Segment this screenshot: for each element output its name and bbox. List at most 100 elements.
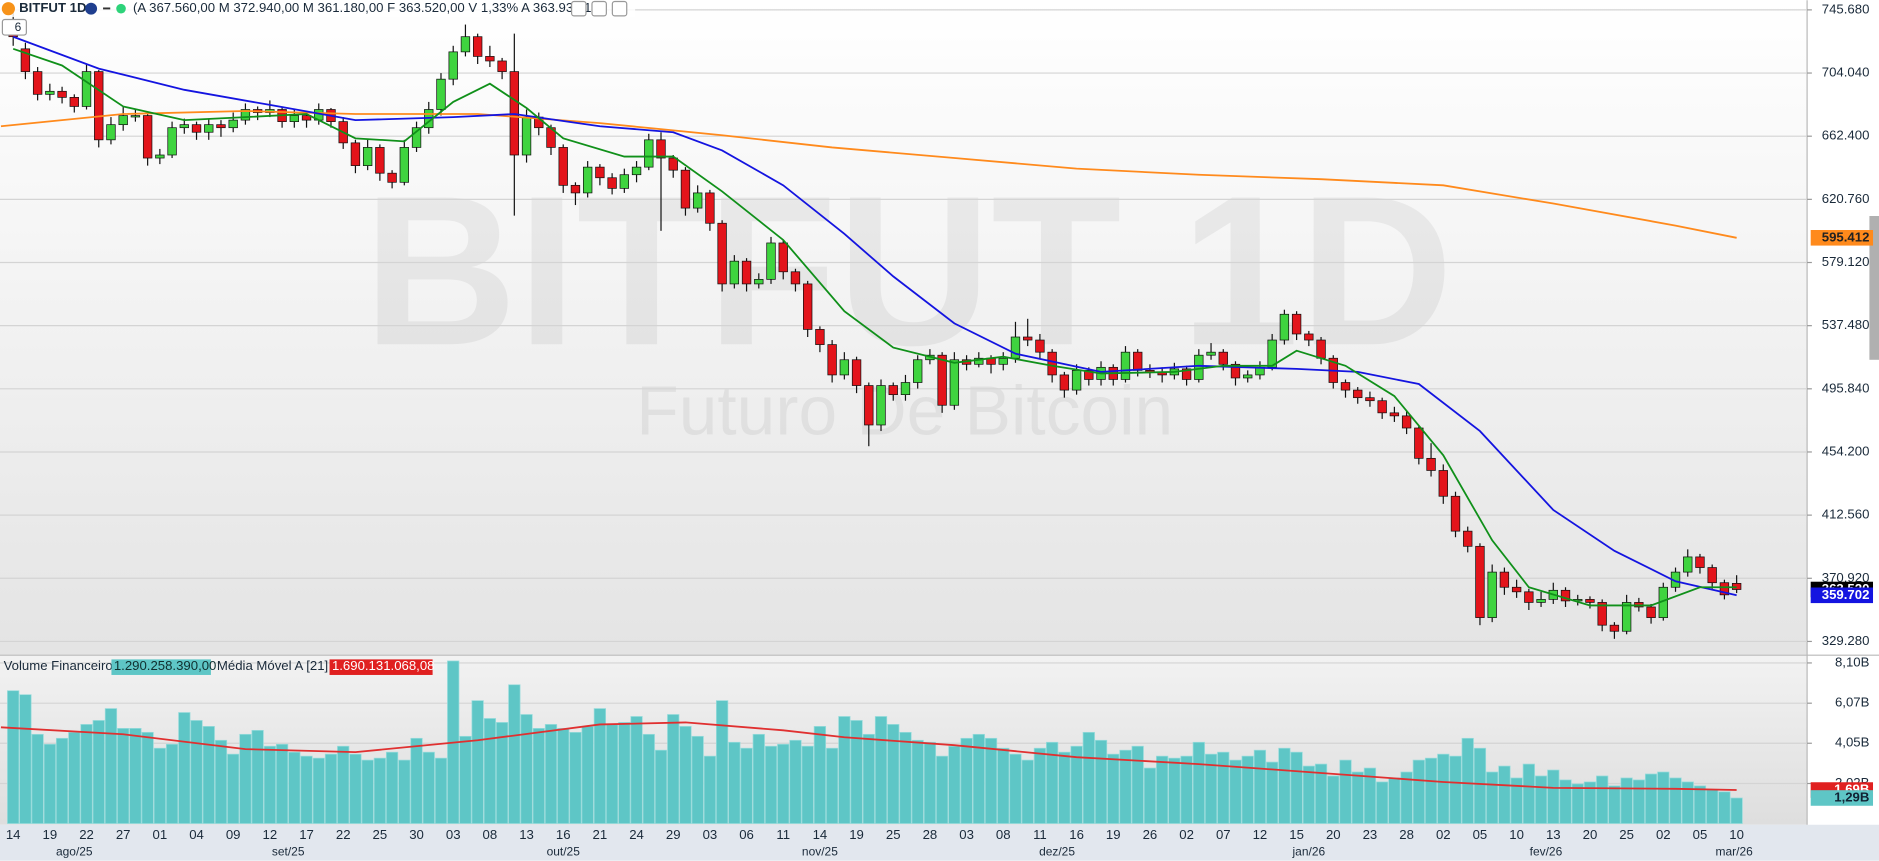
x-tick-label: 06 [739,827,754,842]
candle-body [619,174,630,189]
volume-bar [1534,775,1548,824]
volume-bar [263,745,276,824]
volume-bar [1070,745,1083,824]
volume-bar [1302,765,1315,824]
month-label: fev/26 [1530,844,1563,858]
volume-bar [716,700,729,824]
month-label: dez/25 [1039,844,1075,858]
volume-bar [813,726,827,824]
volume-bar [948,745,961,824]
volume-bar [1119,749,1132,824]
x-tick-label: 20 [1326,827,1341,842]
x-tick-label: 08 [996,827,1011,842]
y-tick-label: 579.120 [1822,254,1870,269]
price-pane [0,0,1808,655]
volume-bar [361,759,374,824]
volume-bar [1522,763,1535,824]
x-tick-label: 27 [116,827,131,842]
volume-bar [141,731,154,824]
volume-bar [1094,739,1108,824]
volume-bar [434,757,448,824]
candle-body [1560,589,1571,602]
candle-body [1426,457,1436,471]
volume-bar [1278,747,1291,824]
candle-body [1585,599,1595,603]
volume-bar [227,753,240,824]
candle-body [191,124,202,133]
x-tick-label: 28 [1399,827,1414,842]
x-tick-label: 15 [1289,827,1304,842]
candle-body [595,166,605,179]
candle-body [497,60,507,72]
x-tick-label: 14 [813,827,828,842]
candle-body [216,124,226,129]
candle-body [45,90,55,95]
candle-body [362,147,373,166]
volume-bar [1046,741,1059,824]
candle-body [1646,606,1656,618]
volume-bar [19,694,32,824]
y-tick-label: 329.280 [1822,633,1870,648]
candle-body [717,222,727,285]
volume-bar [1412,759,1425,824]
x-tick-label: 10 [1729,827,1744,842]
volume-bar [606,724,619,824]
candle-body [240,109,251,121]
status-dot [116,3,126,14]
candle-body [130,115,141,118]
y-axis-area [1807,0,1879,825]
volume-bar [7,690,20,824]
candle-body [1194,354,1204,380]
scrollbar[interactable] [1869,215,1879,360]
volume-bar [1547,769,1560,824]
candle-body [888,385,898,395]
volume-bar [459,735,472,824]
volume-bar [899,731,912,824]
volume-bar [826,747,839,824]
candle-body [1511,586,1522,593]
x-tick-label: 19 [849,827,864,842]
volume-bar [1498,765,1511,824]
volume-bar [1339,759,1352,824]
volume-bar [1204,753,1218,824]
candle-body [485,56,495,62]
volume-bar [239,733,252,824]
candle-body [1279,313,1290,341]
volume-bar [874,716,888,824]
candle-body [1316,339,1326,359]
y-tick-label: 662.400 [1822,128,1870,143]
y-tick-label: 704.040 [1822,65,1870,80]
x-tick-label: 07 [1216,827,1231,842]
indicator-count-text: 6 [15,20,22,34]
x-tick-label: 30 [409,827,424,842]
candle-body [57,90,67,98]
minus-icon [103,7,111,10]
x-tick-label: 16 [556,827,571,842]
candle-body [20,48,31,72]
candle-body [301,115,312,121]
volume-bar [1730,797,1743,824]
volume-bar [1669,777,1682,824]
x-tick-label: 02 [1656,827,1671,842]
button[interactable] [571,0,587,17]
volume-bar [1657,771,1670,824]
volume-bar [1033,747,1047,824]
candle-body [155,154,165,159]
x-tick-label: 20 [1583,827,1598,842]
volume-bar [55,737,69,824]
volume-bar [422,751,435,824]
candle-body [570,184,581,194]
volume-bar [31,733,44,824]
indicator-count[interactable] [1,18,27,36]
price-badge [1810,587,1874,604]
volume-bar [312,757,325,824]
button[interactable] [591,0,607,17]
volume-bar [483,718,496,824]
candle-body [631,166,642,176]
candle-body [998,357,1008,365]
candle-body [142,115,153,159]
volume-bar [129,728,142,824]
button[interactable] [611,0,628,17]
candle-body [937,354,947,406]
month-label: ago/25 [56,844,93,858]
